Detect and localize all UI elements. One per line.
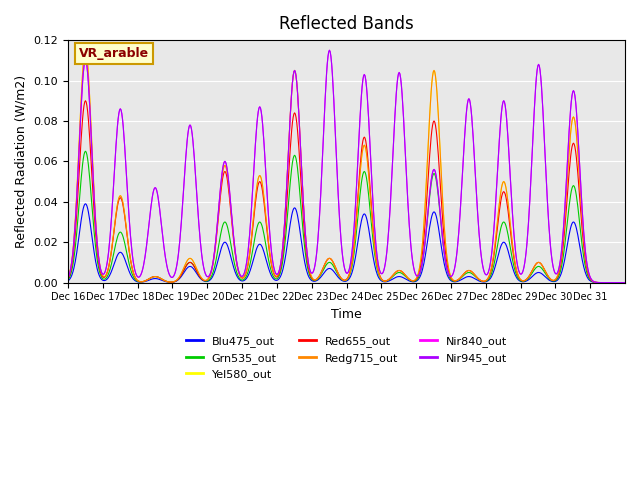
Legend: Blu475_out, Grn535_out, Yel580_out, Red655_out, Redg715_out, Nir840_out, Nir945_: Blu475_out, Grn535_out, Yel580_out, Red6… [182,332,511,384]
Grn535_out [64,277,72,283]
Grn535_out [436,209,444,215]
Nir945_out [326,48,333,53]
Grn535_out [82,148,90,154]
Nir840_out [326,48,333,53]
Nir945_out [436,206,444,212]
Red655_out [282,225,289,231]
Blu475_out [260,250,268,255]
Line: Yel580_out: Yel580_out [68,50,625,283]
Line: Redg715_out: Redg715_out [68,50,625,283]
Red655_out [233,260,241,265]
Line: Nir840_out: Nir840_out [68,50,625,283]
Blu475_out [233,273,241,278]
Line: Red655_out: Red655_out [68,101,625,283]
Grn535_out [131,275,138,281]
Nir945_out [621,280,629,286]
Red655_out [64,276,72,282]
Text: VR_arable: VR_arable [79,47,149,60]
Nir840_out [129,260,137,265]
Blu475_out [82,201,90,207]
Nir840_out [621,280,629,286]
Nir945_out [260,131,268,137]
Y-axis label: Reflected Radiation (W/m2): Reflected Radiation (W/m2) [15,75,28,248]
Redg715_out [260,195,268,201]
Nir945_out [280,223,288,228]
Blu475_out [282,256,289,262]
Yel580_out [282,211,289,217]
Nir840_out [64,275,72,281]
Nir840_out [404,212,412,218]
Yel580_out [404,276,412,281]
Red655_out [82,98,90,104]
Redg715_out [404,276,412,281]
Redg715_out [436,142,444,147]
Redg715_out [64,275,72,281]
Grn535_out [621,280,629,286]
Grn535_out [233,269,241,275]
Nir945_out [64,275,72,281]
Blu475_out [621,280,629,286]
Yel580_out [260,195,268,201]
Blu475_out [404,278,412,284]
Nir945_out [404,212,412,218]
Red655_out [131,272,138,278]
Nir840_out [436,206,444,212]
X-axis label: Time: Time [331,308,362,321]
Line: Nir945_out: Nir945_out [68,50,625,283]
Nir945_out [232,253,239,259]
Redg715_out [233,259,241,264]
Nir840_out [260,131,268,137]
Red655_out [404,276,412,282]
Yel580_out [131,272,138,278]
Nir945_out [129,260,137,265]
Red655_out [621,280,629,286]
Grn535_out [282,239,289,244]
Yel580_out [436,142,444,147]
Yel580_out [621,280,629,286]
Blu475_out [131,277,138,283]
Line: Blu475_out: Blu475_out [68,204,625,283]
Blu475_out [64,278,72,284]
Grn535_out [260,232,268,238]
Red655_out [260,200,268,206]
Redg715_out [82,48,90,53]
Yel580_out [82,48,90,53]
Blu475_out [436,234,444,240]
Nir840_out [280,223,288,228]
Yel580_out [64,275,72,281]
Line: Grn535_out: Grn535_out [68,151,625,283]
Redg715_out [621,280,629,286]
Redg715_out [282,211,289,217]
Red655_out [436,174,444,180]
Redg715_out [131,272,138,278]
Yel580_out [233,259,241,264]
Title: Reflected Bands: Reflected Bands [279,15,414,33]
Grn535_out [404,276,412,282]
Nir840_out [232,253,239,259]
